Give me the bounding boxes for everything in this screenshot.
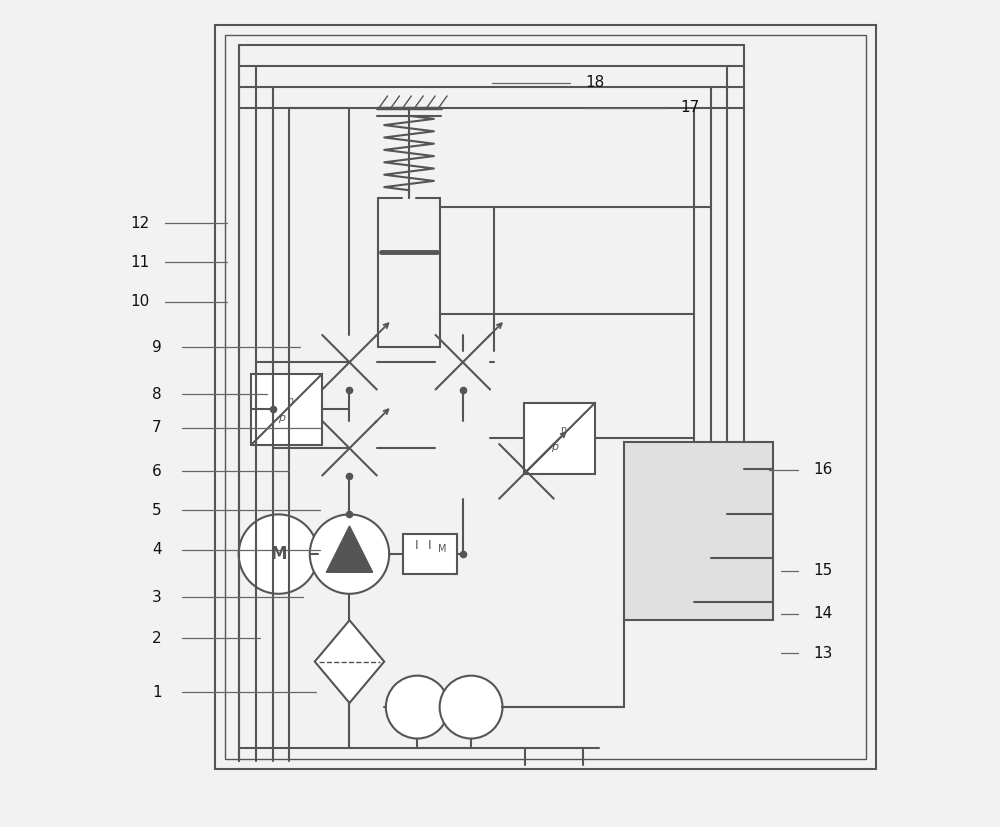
Text: 13: 13 [813,646,832,661]
Text: M: M [270,545,287,563]
Text: 14: 14 [813,606,832,621]
Text: I: I [428,539,432,552]
Bar [403,534,457,574]
Text: 18: 18 [585,75,605,90]
Text: 12: 12 [131,216,150,231]
Circle shape [440,676,502,739]
Text: I: I [415,539,418,552]
Bar [524,403,595,474]
Bar [251,374,322,445]
Text: 6: 6 [152,464,162,479]
Circle shape [386,676,449,739]
Text: 10: 10 [131,294,150,309]
Text: 8: 8 [152,387,162,402]
Text: 11: 11 [131,255,150,270]
Text: p: p [278,413,285,423]
Text: M: M [438,543,446,553]
Polygon shape [315,620,384,703]
Text: 4: 4 [152,543,162,557]
Polygon shape [326,526,373,572]
Bar [225,35,866,759]
Circle shape [239,514,318,594]
Circle shape [310,514,389,594]
Text: 16: 16 [813,462,832,477]
Text: 9: 9 [152,340,162,355]
Text: p: p [551,442,558,452]
Text: 1: 1 [152,685,162,700]
Text: 17: 17 [681,100,700,115]
Text: 15: 15 [813,563,832,578]
Text: n: n [287,396,293,406]
Text: n: n [560,425,566,435]
Text: 2: 2 [152,631,162,646]
Bar [624,442,773,620]
Text: 3: 3 [152,590,162,605]
Text: 5: 5 [152,503,162,518]
Bar [215,25,876,769]
Text: 7: 7 [152,420,162,435]
